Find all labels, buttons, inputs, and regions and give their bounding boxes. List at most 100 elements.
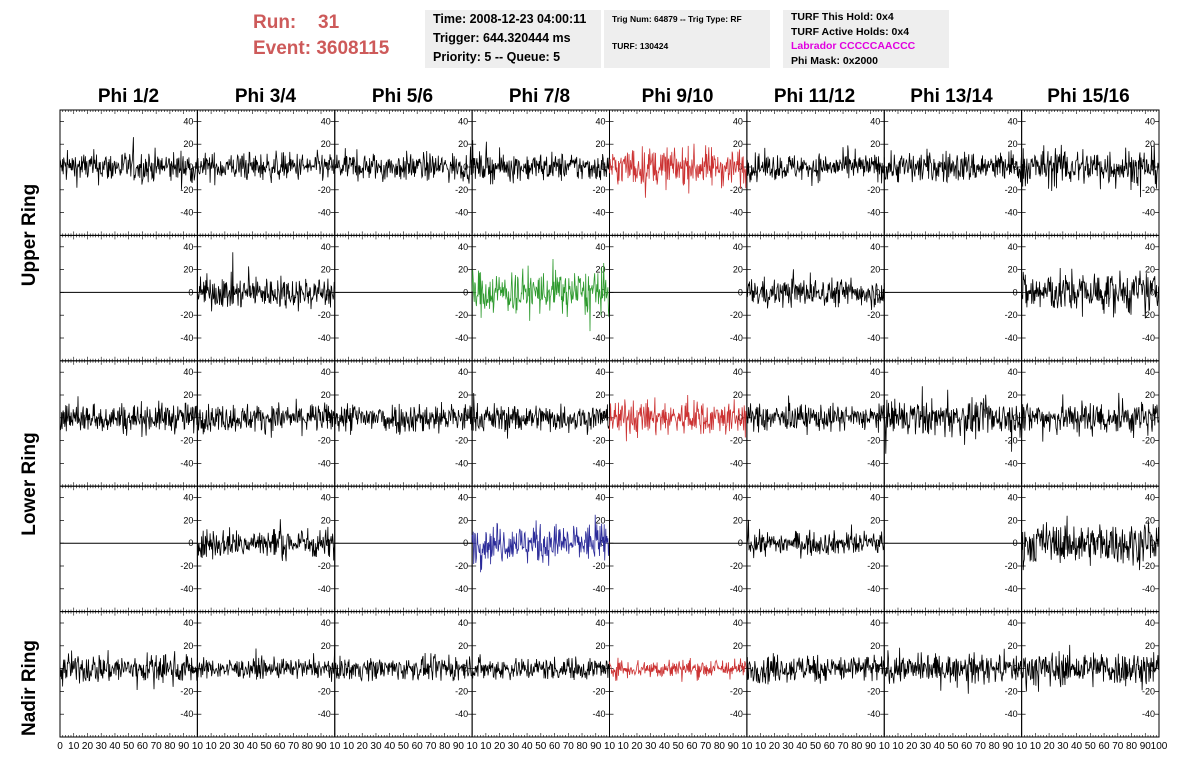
y-tick-label: -20	[592, 436, 605, 446]
waveform-trace	[334, 401, 473, 435]
y-tick-label: -20	[867, 436, 880, 446]
y-tick-label: -20	[455, 436, 468, 446]
y-tick-label: 40	[595, 493, 605, 503]
x-tick-label: 40	[1071, 741, 1083, 752]
y-tick-label: 40	[1008, 618, 1018, 628]
x-tick-label: 90	[1140, 741, 1152, 752]
y-tick-label: 20	[1145, 265, 1155, 275]
y-tick-label: -40	[867, 458, 880, 468]
x-tick-label: 10	[329, 741, 341, 752]
col-title-phi-15-16: Phi 15/16	[1047, 86, 1130, 107]
col-title-phi-7-8: Phi 7/8	[508, 86, 571, 107]
y-tick-label: 20	[458, 515, 468, 525]
y-tick-label: -20	[455, 185, 468, 195]
waveform-trace	[334, 652, 473, 682]
turf-active-holds-text: TURF Active Holds: 0x4	[791, 25, 910, 38]
y-tick-label: 40	[870, 367, 880, 377]
y-tick-label: 20	[733, 641, 743, 651]
priority-text: Priority: 5 -- Queue: 5	[433, 50, 561, 64]
waveform-trace	[197, 643, 336, 682]
x-tick-label: 40	[522, 741, 534, 752]
waveform-trace	[883, 386, 1022, 454]
y-tick-label: -40	[592, 208, 605, 218]
y-tick-label: 40	[183, 116, 193, 126]
x-tick-label: 50	[1085, 741, 1097, 752]
y-tick-label: -40	[318, 584, 331, 594]
x-tick-label: 80	[989, 741, 1001, 752]
x-tick-label: 30	[508, 741, 520, 752]
y-tick-label: 20	[595, 265, 605, 275]
labrador-text: Labrador CCCCCAACCC	[791, 40, 916, 52]
panel-frame	[59, 485, 198, 613]
y-tick-label: 0	[738, 162, 743, 172]
y-tick-label: 40	[1008, 116, 1018, 126]
y-tick-label: -20	[730, 310, 743, 320]
y-tick-label: 40	[733, 116, 743, 126]
x-tick-label: 60	[274, 741, 286, 752]
y-tick-label: 40	[321, 493, 331, 503]
x-tick-label: 90	[453, 741, 465, 752]
y-tick-label: 40	[1145, 242, 1155, 252]
waveform-trace	[746, 395, 885, 436]
y-tick-label: -40	[318, 709, 331, 719]
y-tick-label: 20	[595, 139, 605, 149]
y-tick-label: -20	[1142, 310, 1155, 320]
y-tick-label: -40	[318, 333, 331, 343]
y-tick-label: -20	[592, 310, 605, 320]
x-tick-label: 90	[1002, 741, 1014, 752]
waveform-trace	[471, 140, 610, 185]
x-tick-label: 90	[590, 741, 602, 752]
y-tick-label: -20	[1142, 686, 1155, 696]
y-tick-label: 40	[183, 242, 193, 252]
y-tick-label: -20	[455, 310, 468, 320]
y-tick-label: -20	[1005, 185, 1018, 195]
y-tick-label: -40	[180, 333, 193, 343]
y-tick-label: 40	[1145, 618, 1155, 628]
waveform-trace	[883, 148, 1022, 184]
y-tick-label: -20	[592, 561, 605, 571]
y-tick-label: -20	[455, 561, 468, 571]
waveform-trace	[746, 653, 885, 685]
trig-num-text: Trig Num: 64879 -- Trig Type: RF	[612, 14, 742, 24]
panel-frame	[59, 234, 198, 362]
x-tick-label: 50	[947, 741, 959, 752]
x-tick-label: 30	[920, 741, 932, 752]
x-tick-label: 80	[302, 741, 314, 752]
y-tick-label: 0	[1013, 413, 1018, 423]
y-tick-label: -40	[1142, 584, 1155, 594]
x-tick-label: 40	[247, 741, 259, 752]
y-tick-label: 20	[183, 641, 193, 651]
y-tick-label: -40	[867, 709, 880, 719]
x-tick-label: 10	[879, 741, 891, 752]
y-tick-label: 40	[733, 367, 743, 377]
y-tick-label: 20	[870, 265, 880, 275]
y-tick-label: 40	[870, 493, 880, 503]
y-tick-label: 40	[321, 242, 331, 252]
waveform-trace	[197, 398, 336, 438]
y-tick-label: 0	[326, 413, 331, 423]
y-tick-label: -40	[592, 584, 605, 594]
x-tick-label: 10	[467, 741, 479, 752]
x-tick-label: 40	[796, 741, 808, 752]
y-tick-label: 20	[733, 139, 743, 149]
x-tick-label: 20	[1044, 741, 1056, 752]
y-tick-label: -40	[592, 709, 605, 719]
y-tick-label: 20	[1008, 390, 1018, 400]
panel-frame	[883, 234, 1023, 362]
waveform-trace	[471, 514, 610, 573]
x-tick-label: 70	[425, 741, 437, 752]
x-tick-label: 60	[549, 741, 561, 752]
y-tick-label: -40	[730, 208, 743, 218]
y-tick-label: 0	[875, 287, 880, 297]
waveform-trace	[746, 269, 885, 311]
waveform-trace	[197, 149, 336, 186]
x-tick-label: 30	[1057, 741, 1069, 752]
y-tick-label: 20	[321, 390, 331, 400]
x-tick-label: 90	[178, 741, 190, 752]
y-tick-label: 20	[458, 390, 468, 400]
y-tick-label: 20	[1008, 515, 1018, 525]
y-tick-label: 40	[733, 493, 743, 503]
x-tick-label: 20	[494, 741, 506, 752]
x-tick-label: 10	[480, 741, 492, 752]
y-tick-label: 20	[458, 139, 468, 149]
